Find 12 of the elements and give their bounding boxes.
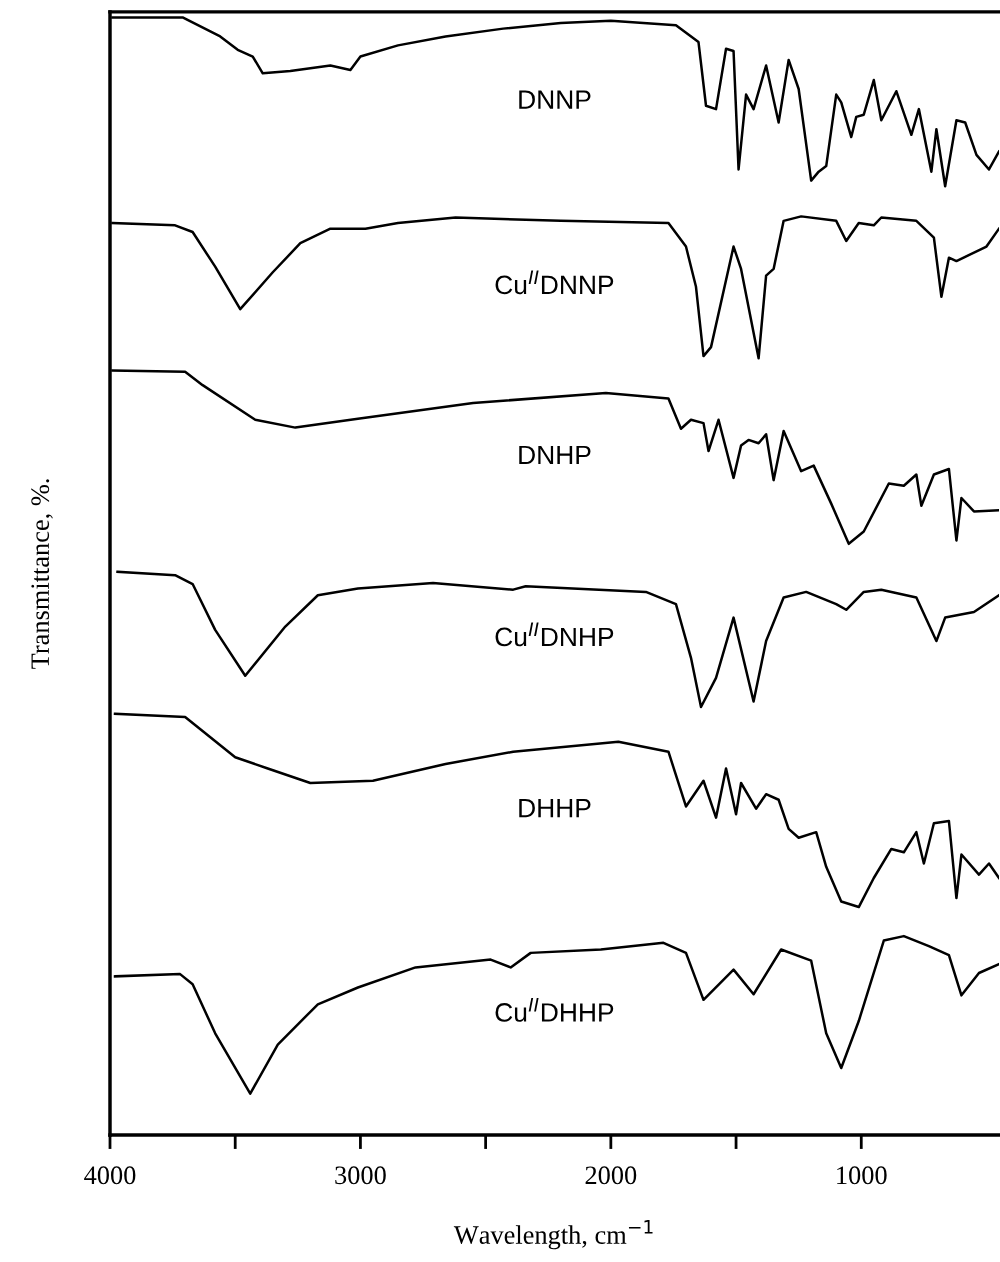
x-tick-label: 3000 bbox=[335, 1166, 386, 1185]
y-axis-title: Transmittance, %. bbox=[31, 479, 53, 669]
series-label: Cu$^{II}$DNHP bbox=[495, 622, 614, 647]
series-label: DHHP bbox=[519, 799, 591, 818]
series-label: DNHP bbox=[519, 445, 591, 465]
x-tick-label: 4000 bbox=[84, 1166, 136, 1185]
x-tick-label: 1000 bbox=[837, 1166, 887, 1185]
series-label: Cu$^{II}$DNNP bbox=[495, 270, 614, 295]
x-axis-title: Wavelength, cm$^{−1}$ bbox=[453, 1220, 653, 1250]
series-label: Cu$^{II}$DHHP bbox=[495, 997, 614, 1022]
text: DNNP bbox=[519, 90, 591, 109]
x-tick-label: 2000 bbox=[585, 1166, 637, 1185]
